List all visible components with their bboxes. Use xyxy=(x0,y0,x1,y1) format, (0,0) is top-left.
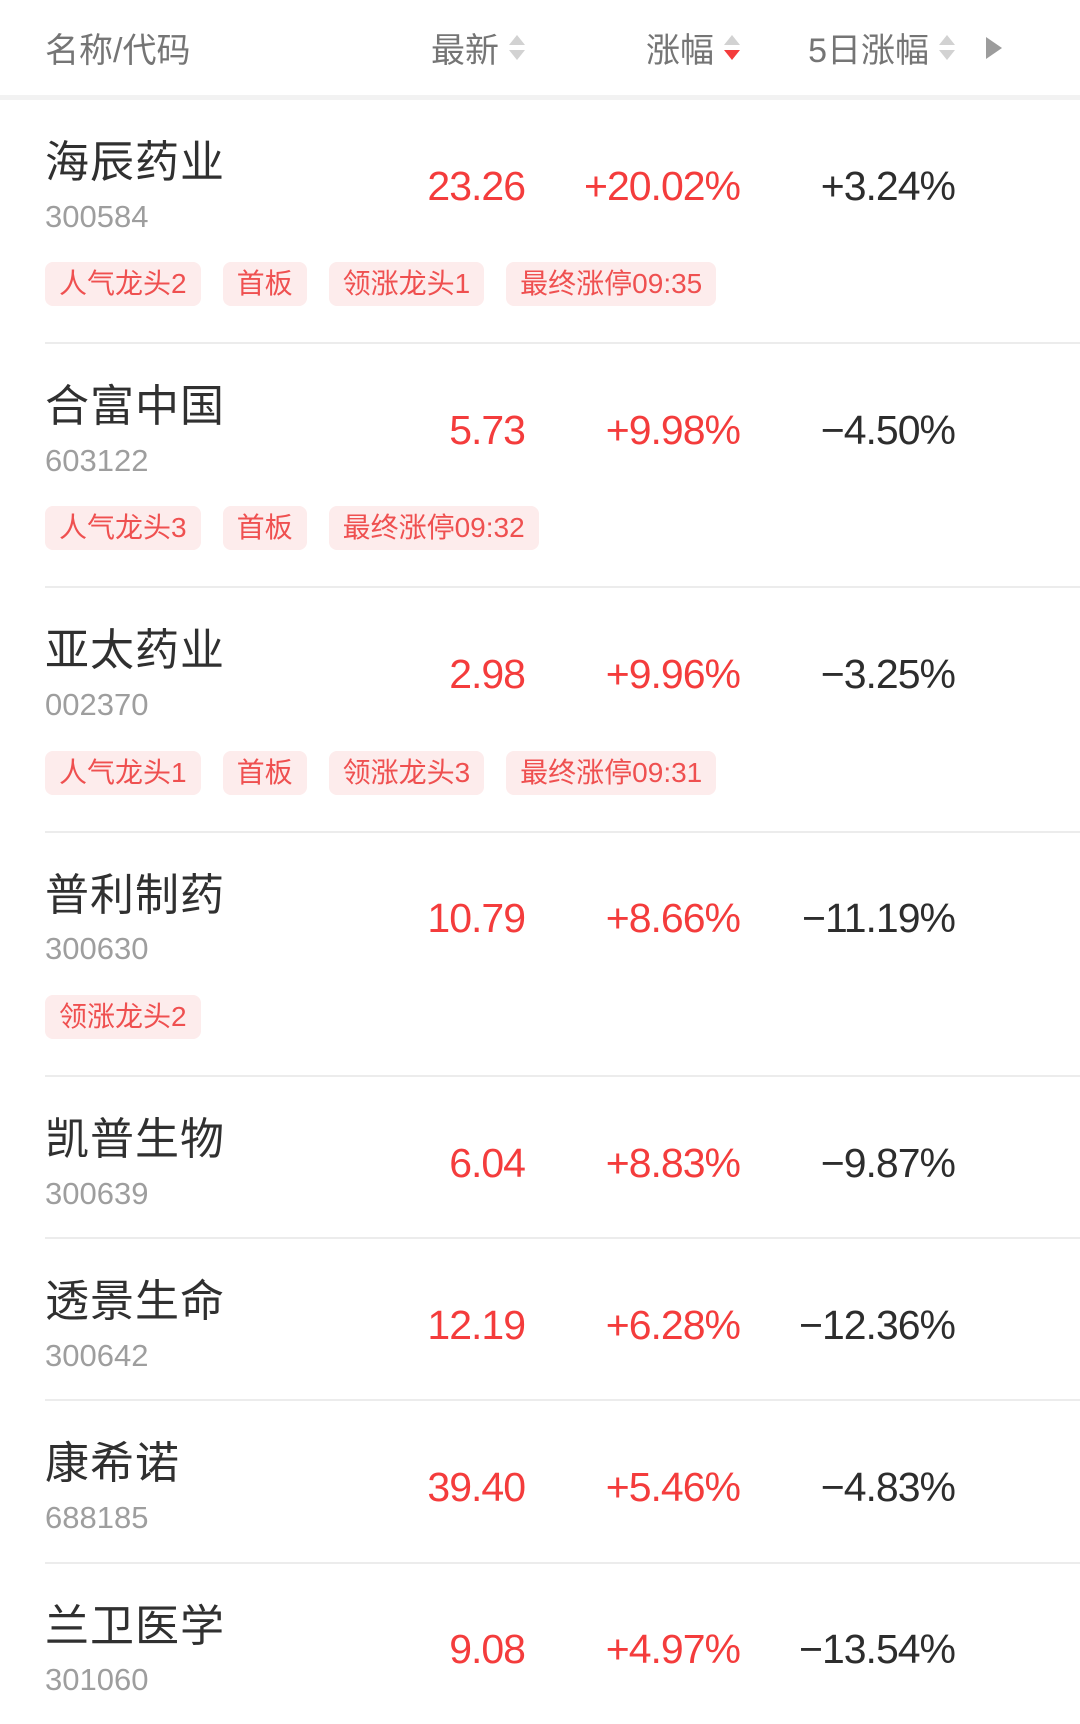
column-header-change-label: 涨幅 xyxy=(646,32,714,70)
latest-price: 23.26 xyxy=(427,162,526,209)
change-percent: +6.28% xyxy=(605,1301,741,1348)
stock-code: 300639 xyxy=(45,1175,149,1211)
stock-name: 普利制药 xyxy=(45,870,225,920)
tag-badge: 首板 xyxy=(222,262,307,307)
latest-price: 10.79 xyxy=(427,895,526,942)
sort-icons xyxy=(509,35,525,60)
change-5d-percent: +3.24% xyxy=(820,162,956,209)
stock-code: 300584 xyxy=(45,198,149,234)
tag-badge: 最终涨停09:31 xyxy=(506,750,717,795)
stock-name: 海辰药业 xyxy=(45,138,225,187)
table-row[interactable]: 凯普生物 300639 6.04 +8.83% −9.87% xyxy=(0,1077,1080,1237)
stock-code: 301060 xyxy=(45,1662,149,1698)
tag-badge: 领涨龙头1 xyxy=(328,262,485,307)
row-divider xyxy=(45,1237,1080,1240)
latest-price: 2.98 xyxy=(449,651,526,698)
sort-icons xyxy=(724,35,740,60)
sort-icons xyxy=(939,35,955,60)
change-5d-percent: −4.83% xyxy=(820,1464,956,1511)
tag-badges: 人气龙头3 首板 最终涨停09:32 xyxy=(45,506,955,551)
stock-name: 透景生命 xyxy=(45,1277,225,1327)
latest-price: 39.40 xyxy=(427,1464,526,1511)
tag-badges: 领涨龙头2 xyxy=(45,994,955,1039)
column-header-change5d[interactable]: 5日涨幅 xyxy=(740,23,955,72)
table-row[interactable]: 合富中国 603122 5.73 +9.98% −4.50% 人气龙头3 首板 … xyxy=(0,344,1080,586)
table-row[interactable]: 透景生命 300642 12.19 +6.28% −12.36% xyxy=(0,1239,1080,1399)
latest-price: 5.73 xyxy=(449,406,526,453)
change-percent: +20.02% xyxy=(584,162,741,209)
stock-code: 688185 xyxy=(45,1500,149,1535)
row-divider xyxy=(45,342,1080,345)
column-header-change5d-label: 5日涨幅 xyxy=(808,32,929,70)
change-percent: +8.66% xyxy=(605,895,741,942)
change-percent: +8.83% xyxy=(605,1139,741,1186)
row-divider xyxy=(45,830,1080,833)
stock-code: 300642 xyxy=(45,1337,149,1373)
table-row[interactable]: 亚太药业 002370 2.98 +9.96% −3.25% 人气龙头1 首板 … xyxy=(0,588,1080,830)
change-5d-percent: −3.25% xyxy=(820,651,956,698)
change-5d-percent: −9.87% xyxy=(820,1139,956,1186)
table-header: 名称/代码 最新 涨幅 5日涨幅 xyxy=(0,0,1080,100)
sort-up-icon xyxy=(724,35,740,45)
tag-badge: 首板 xyxy=(222,750,307,795)
stock-code: 002370 xyxy=(45,687,149,723)
change-percent: +5.46% xyxy=(605,1464,741,1511)
change-percent: +9.98% xyxy=(605,406,741,453)
latest-price: 6.04 xyxy=(449,1139,526,1186)
tag-badges: 人气龙头1 首板 领涨龙头3 最终涨停09:31 xyxy=(45,750,955,795)
tag-badge: 人气龙头2 xyxy=(45,262,201,307)
table-row[interactable]: 兰卫医学 301060 9.08 +4.97% −13.54% xyxy=(0,1564,1080,1724)
sort-up-icon xyxy=(939,35,955,45)
latest-price: 9.08 xyxy=(449,1626,526,1673)
stock-name: 凯普生物 xyxy=(45,1114,225,1164)
sort-down-icon xyxy=(939,50,955,60)
stock-code: 603122 xyxy=(45,442,149,478)
row-divider xyxy=(45,1561,1080,1564)
tag-badge: 首板 xyxy=(222,506,307,551)
stock-name: 兰卫医学 xyxy=(45,1601,225,1651)
tag-badge: 人气龙头3 xyxy=(45,506,201,551)
column-header-change[interactable]: 涨幅 xyxy=(525,23,740,72)
table-row[interactable]: 康希诺 688185 39.40 +5.46% −4.83% xyxy=(0,1401,1080,1561)
column-header-name: 名称/代码 xyxy=(45,32,191,70)
column-header-latest[interactable]: 最新 xyxy=(345,23,525,72)
sort-down-icon-active xyxy=(724,50,740,60)
row-divider xyxy=(45,1399,1080,1402)
stock-name: 合富中国 xyxy=(45,382,225,432)
change-5d-percent: −11.19% xyxy=(802,895,956,942)
tag-badge: 领涨龙头3 xyxy=(328,750,485,795)
sort-up-icon xyxy=(509,35,525,45)
change-5d-percent: −12.36% xyxy=(799,1301,956,1348)
latest-price: 12.19 xyxy=(427,1301,526,1348)
stock-name: 康希诺 xyxy=(45,1439,180,1489)
change-percent: +9.96% xyxy=(605,651,741,698)
table-row[interactable]: 普利制药 300630 10.79 +8.66% −11.19% 领涨龙头2 xyxy=(0,833,1080,1075)
more-columns-icon[interactable] xyxy=(986,36,1002,59)
change-5d-percent: −4.50% xyxy=(820,406,956,453)
stock-code: 300630 xyxy=(45,931,149,967)
change-5d-percent: −13.54% xyxy=(799,1626,956,1673)
sort-down-icon xyxy=(509,50,525,60)
row-divider xyxy=(45,586,1080,589)
tag-badge: 最终涨停09:35 xyxy=(506,262,717,307)
tag-badge: 最终涨停09:32 xyxy=(328,506,539,551)
column-header-latest-label: 最新 xyxy=(431,32,499,70)
change-percent: +4.97% xyxy=(605,1626,741,1673)
tag-badge: 人气龙头1 xyxy=(45,750,201,795)
row-divider xyxy=(45,1074,1080,1077)
stock-name: 亚太药业 xyxy=(45,626,225,676)
tag-badges: 人气龙头2 首板 领涨龙头1 最终涨停09:35 xyxy=(45,262,955,307)
tag-badge: 领涨龙头2 xyxy=(45,994,201,1039)
table-row[interactable]: 海辰药业 300584 23.26 +20.02% +3.24% 人气龙头2 首… xyxy=(0,100,1080,342)
